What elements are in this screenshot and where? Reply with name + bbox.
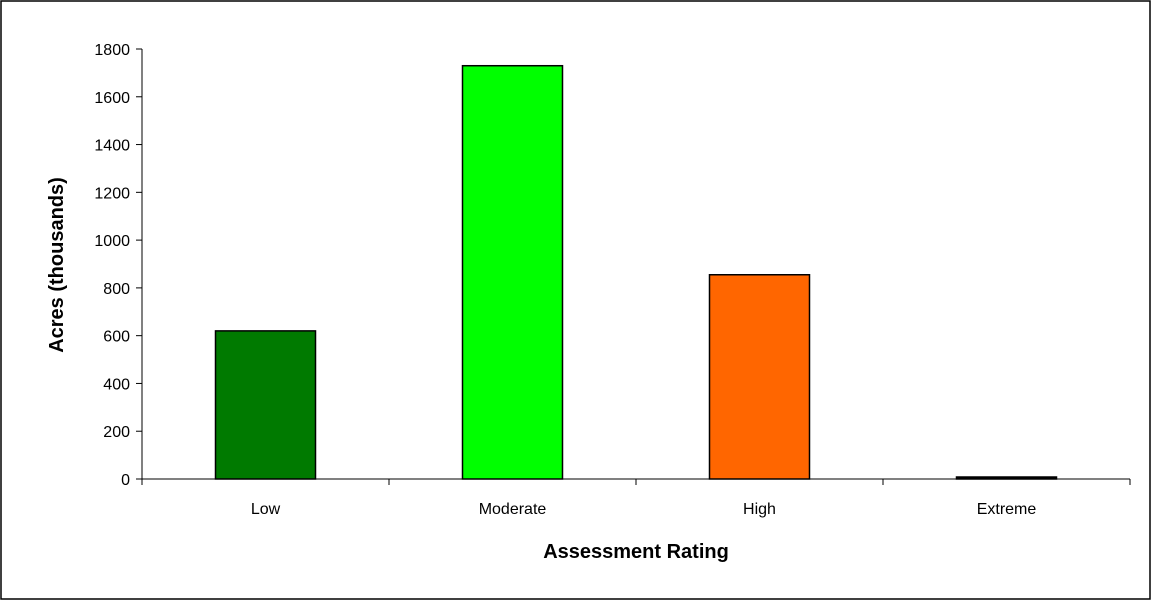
y-tick-label: 400: [103, 376, 130, 393]
y-tick-label: 1000: [94, 233, 130, 250]
y-tick-label: 0: [121, 472, 130, 489]
x-tick-label: Moderate: [479, 501, 547, 518]
y-axis: 0 200 400 600 800 1000 1200 1400 1600 1800: [94, 42, 143, 489]
y-tick-label: 800: [103, 281, 130, 298]
y-tick-label: 1400: [94, 138, 130, 155]
y-axis-title: Acres (thousands): [46, 177, 68, 353]
bar-extreme: [955, 476, 1058, 480]
y-tick-label: 1800: [94, 42, 130, 59]
y-axis-ticks: 0 200 400 600 800 1000 1200 1400 1600 1800: [94, 42, 142, 489]
x-axis-title: Assessment Rating: [543, 541, 729, 563]
y-tick-label: 200: [103, 424, 130, 441]
bar-low: [214, 330, 317, 480]
bar-moderate: [461, 64, 564, 480]
y-tick-label: 1600: [94, 90, 130, 107]
x-tick-label: Low: [251, 501, 281, 518]
bars: [214, 64, 1058, 480]
x-axis-ticks: Low Moderate High Extreme: [141, 479, 1131, 518]
x-tick-label: Extreme: [977, 501, 1037, 518]
bar-high: [708, 274, 811, 480]
x-tick-label: High: [743, 501, 776, 518]
y-tick-label: 600: [103, 329, 130, 346]
y-tick-label: 1200: [94, 185, 130, 202]
